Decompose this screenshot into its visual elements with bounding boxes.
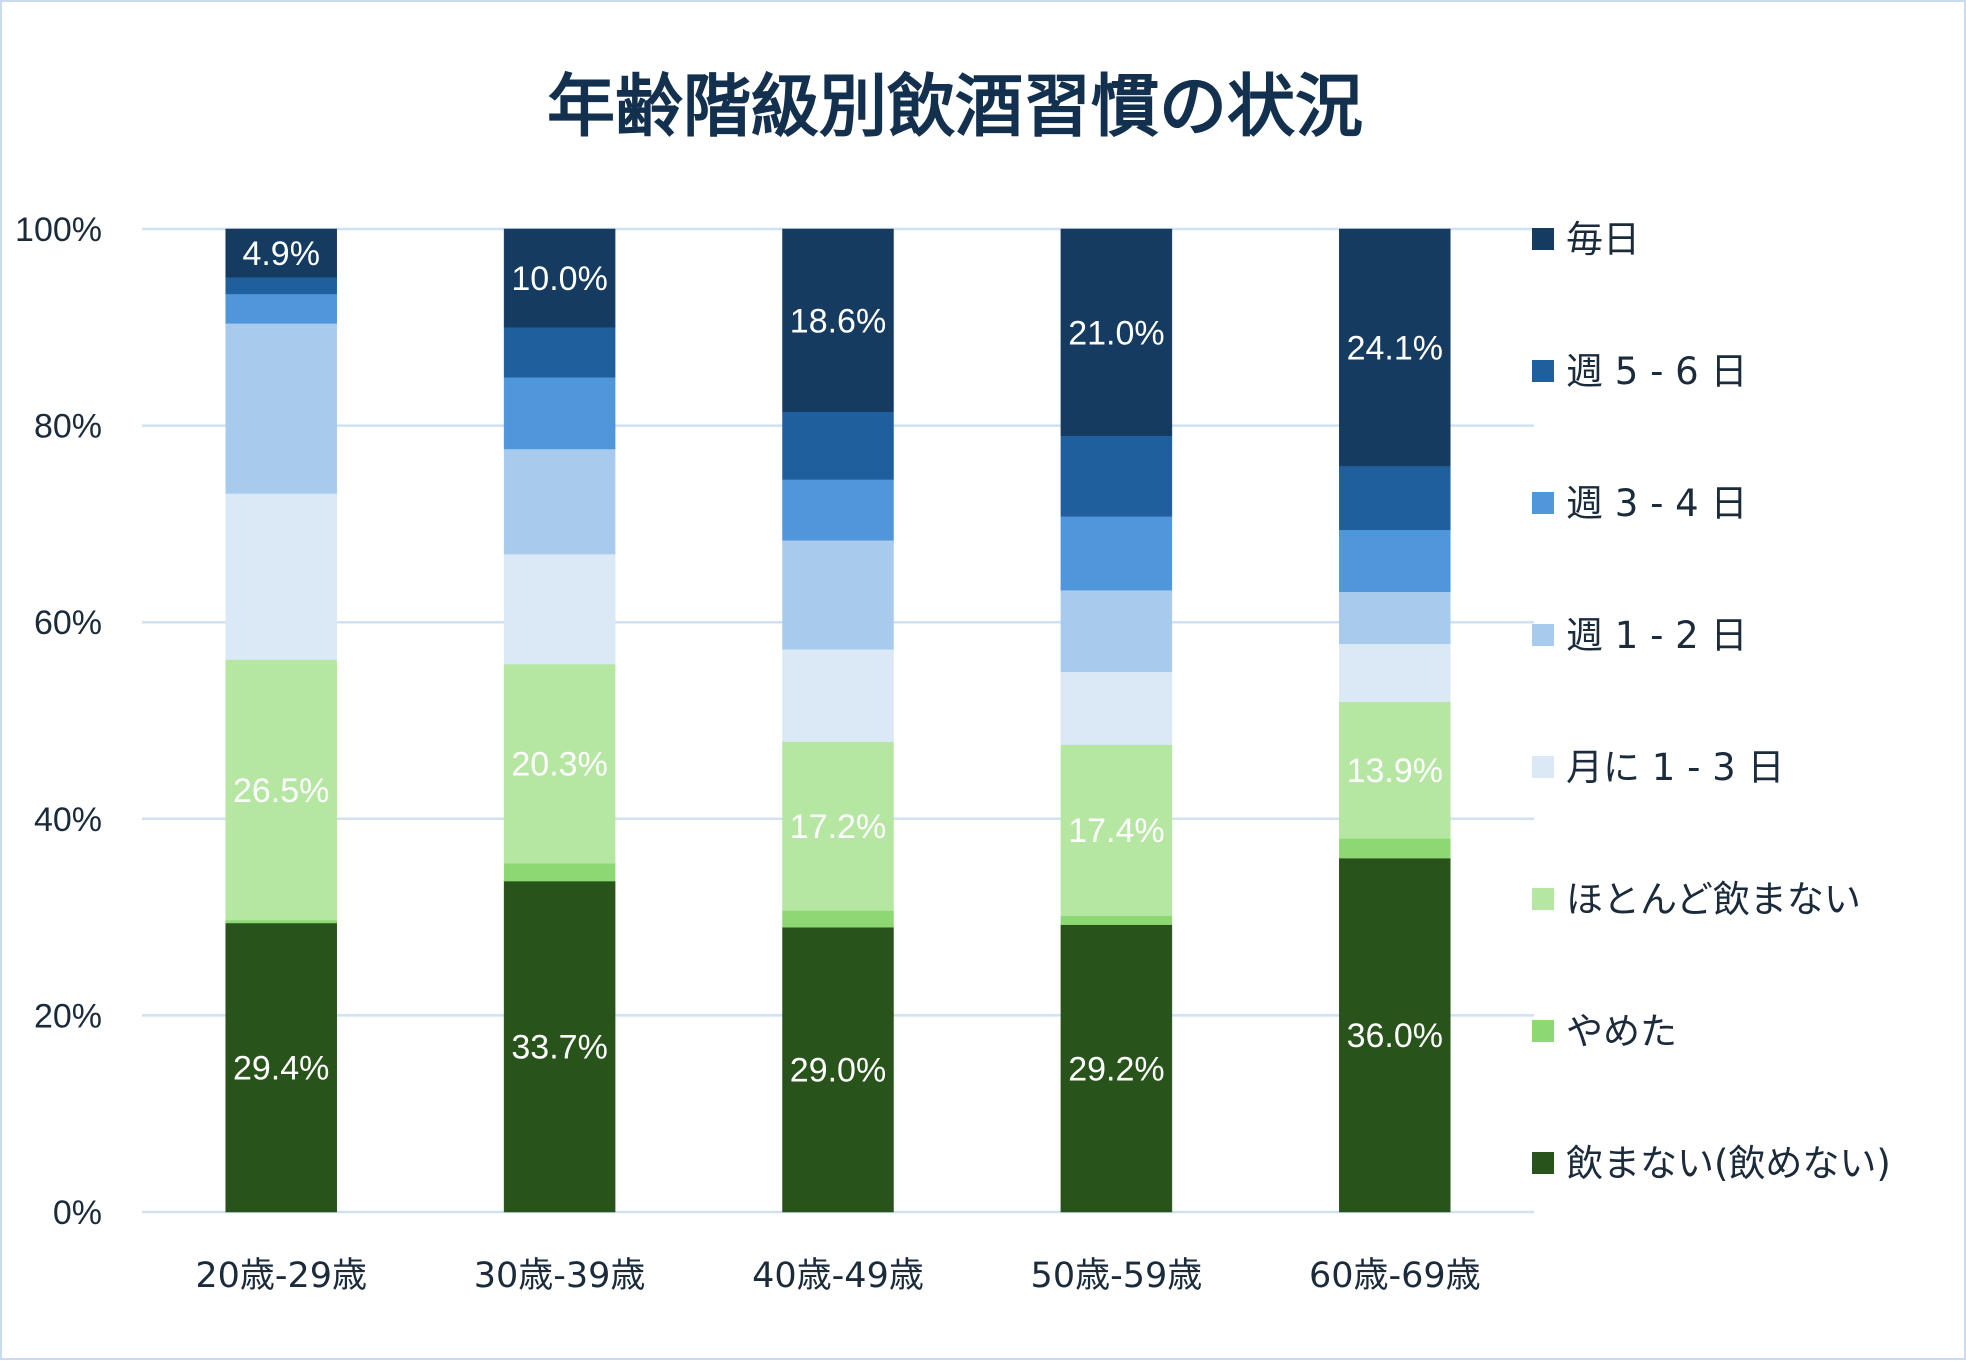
data-label: 29.2% bbox=[1068, 1050, 1164, 1088]
x-tick-label: 60歳-69歳 bbox=[1309, 1256, 1481, 1296]
bar-segment bbox=[225, 228, 337, 278]
bar-segment bbox=[503, 377, 616, 450]
data-label: 29.0% bbox=[790, 1052, 886, 1090]
legend-label: 飲まない(飲めない) bbox=[1566, 1142, 1891, 1185]
bar-segment bbox=[503, 880, 616, 1213]
legend-label: 月に 1 - 3 日 bbox=[1566, 746, 1784, 789]
legend-label: やめた bbox=[1566, 1010, 1677, 1053]
y-axis: 0% 20% 40% 60% 80% 100% bbox=[15, 211, 102, 1232]
legend-label: ほとんど飲まない bbox=[1566, 878, 1861, 921]
y-tick-label: 60% bbox=[34, 604, 102, 642]
data-label: 26.5% bbox=[233, 772, 329, 810]
bars bbox=[225, 228, 1451, 1213]
y-tick-label: 80% bbox=[34, 408, 102, 446]
legend-swatch bbox=[1532, 1152, 1554, 1174]
bar-segment bbox=[1339, 591, 1451, 645]
legend-swatch bbox=[1532, 360, 1554, 382]
legend-swatch bbox=[1532, 756, 1554, 778]
y-tick-label: 100% bbox=[15, 211, 102, 249]
legend-swatch bbox=[1532, 228, 1554, 250]
bar-segment bbox=[1339, 643, 1451, 703]
legend-swatch bbox=[1532, 888, 1554, 910]
data-label: 33.7% bbox=[511, 1029, 607, 1067]
bar-segment bbox=[1339, 228, 1451, 467]
bar-segment bbox=[1060, 915, 1173, 925]
bar-segment bbox=[225, 919, 337, 924]
bar-segment bbox=[782, 741, 894, 911]
bar-segment bbox=[1060, 671, 1173, 745]
y-tick-label: 40% bbox=[34, 801, 102, 839]
data-labels: 29.4% 26.5% 4.9% 33.7% 20.3% 10.0% 29.0% 17.2% 1… bbox=[233, 235, 1443, 1090]
bar-segment bbox=[1060, 744, 1173, 917]
data-label: 13.9% bbox=[1347, 752, 1443, 790]
bar-segment bbox=[225, 293, 337, 324]
legend: 毎日週 5 - 6 日週 3 - 4 日週 1 - 2 日月に 1 - 3 日ほ… bbox=[1532, 218, 1891, 1185]
bar-segment bbox=[1060, 435, 1173, 517]
bar-segment bbox=[782, 479, 894, 541]
y-tick-label: 20% bbox=[34, 997, 102, 1035]
bar-segment bbox=[782, 411, 894, 480]
legend-swatch bbox=[1532, 1020, 1554, 1042]
bar-segment bbox=[782, 540, 894, 650]
bar-segment bbox=[1060, 924, 1173, 1213]
bar-segment bbox=[782, 649, 894, 742]
data-label: 17.2% bbox=[790, 808, 886, 846]
bar-segment bbox=[503, 326, 616, 378]
bar-segment bbox=[503, 228, 616, 328]
data-label: 21.0% bbox=[1068, 314, 1164, 352]
chart-title: 年齢階級別飲酒習慣の状況 bbox=[547, 68, 1363, 147]
data-label: 18.6% bbox=[790, 302, 886, 340]
bar-segment bbox=[1060, 516, 1173, 591]
bar-segment bbox=[503, 863, 616, 882]
bar-segment bbox=[225, 493, 337, 660]
bar-segment bbox=[1339, 465, 1451, 531]
data-label: 24.1% bbox=[1347, 329, 1443, 367]
bar-segment bbox=[1339, 838, 1451, 859]
legend-label: 週 1 - 2 日 bbox=[1566, 614, 1747, 657]
bar-segment bbox=[782, 926, 894, 1213]
bar-segment bbox=[503, 448, 616, 555]
x-tick-label: 50歳-59歳 bbox=[1031, 1256, 1203, 1296]
legend-label: 週 3 - 4 日 bbox=[1566, 482, 1747, 525]
bar-segment bbox=[225, 276, 337, 295]
legend-label: 毎日 bbox=[1566, 218, 1640, 261]
bar-segment bbox=[782, 910, 894, 928]
bar-segment bbox=[1060, 228, 1173, 436]
x-axis: 20歳-29歳 30歳-39歳 40歳-49歳 50歳-59歳 60歳-69歳 bbox=[195, 1256, 1480, 1296]
x-tick-label: 20歳-29歳 bbox=[195, 1256, 367, 1296]
bar-segment bbox=[1339, 701, 1451, 839]
data-label: 36.0% bbox=[1347, 1017, 1443, 1055]
bar-segment bbox=[225, 323, 337, 494]
data-label: 4.9% bbox=[242, 235, 320, 273]
bar-segment bbox=[225, 922, 337, 1213]
y-tick-label: 0% bbox=[53, 1194, 102, 1232]
bar-segment bbox=[782, 228, 894, 412]
legend-swatch bbox=[1532, 492, 1554, 514]
bar-segment bbox=[1060, 589, 1173, 673]
bar-segment bbox=[503, 663, 616, 864]
data-label: 17.4% bbox=[1068, 812, 1164, 850]
legend-swatch bbox=[1532, 624, 1554, 646]
x-tick-label: 40歳-49歳 bbox=[752, 1256, 924, 1296]
legend-label: 週 5 - 6 日 bbox=[1566, 350, 1747, 393]
bar-segment bbox=[503, 553, 616, 665]
bar-segment bbox=[1339, 529, 1451, 592]
x-tick-label: 30歳-39歳 bbox=[474, 1256, 646, 1296]
data-label: 20.3% bbox=[511, 746, 607, 784]
data-label: 29.4% bbox=[233, 1049, 329, 1087]
bar-segment bbox=[1339, 857, 1451, 1213]
bar-segment bbox=[225, 659, 337, 921]
data-label: 10.0% bbox=[511, 260, 607, 298]
